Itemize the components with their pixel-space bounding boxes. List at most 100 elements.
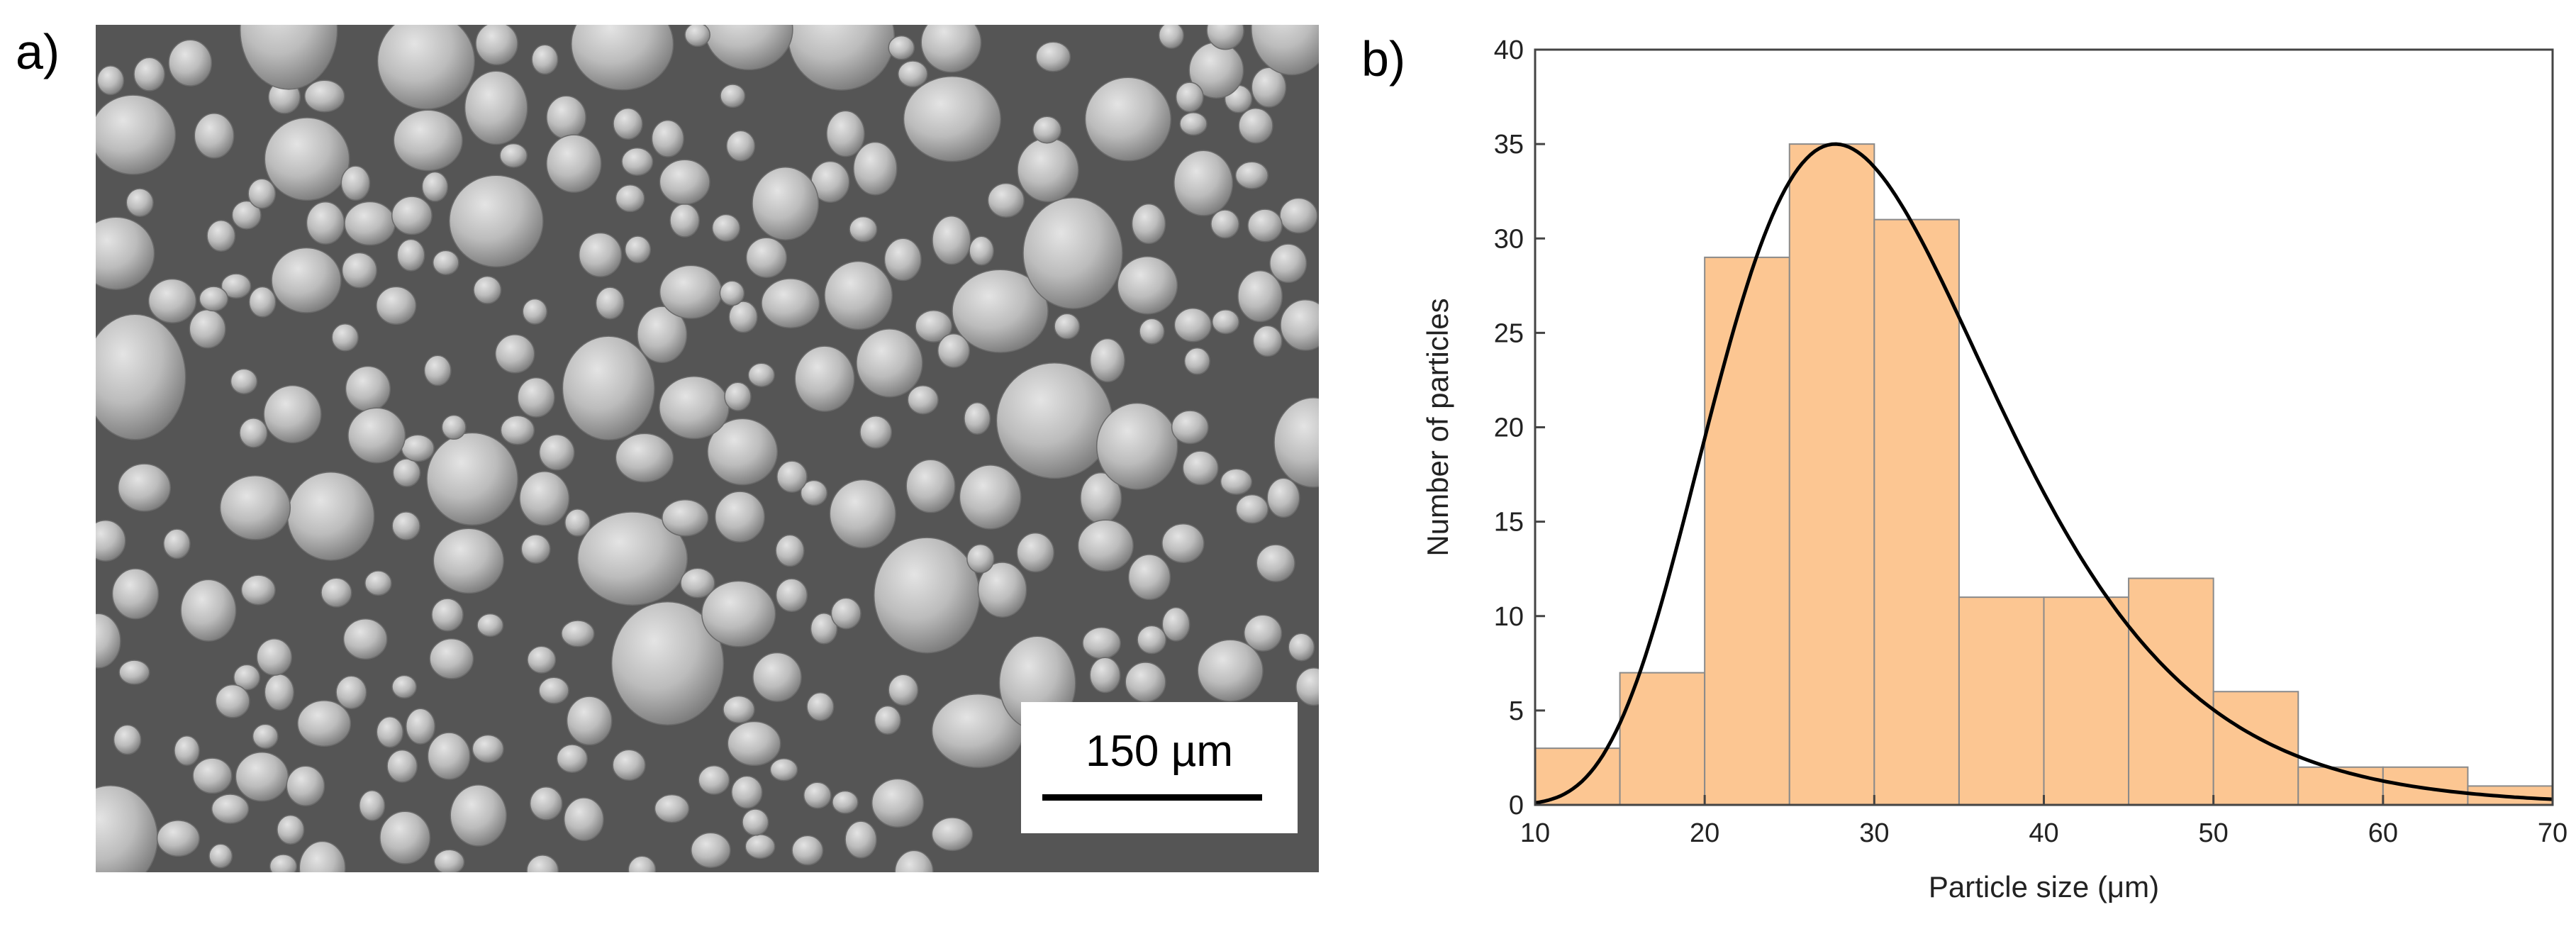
- powder-particle: [769, 758, 798, 781]
- powder-particle: [871, 778, 925, 828]
- powder-particle: [341, 252, 377, 289]
- powder-particle: [527, 645, 557, 674]
- powder-particle: [335, 675, 367, 709]
- powder-particle: [742, 808, 769, 836]
- powder-particle: [711, 213, 741, 242]
- powder-particle: [1247, 208, 1283, 243]
- x-tick-label: 70: [2538, 818, 2567, 848]
- powder-particle: [561, 620, 595, 647]
- histogram-bar-20-25: [1704, 256, 1790, 806]
- x-tick-label: 20: [1690, 818, 1719, 848]
- powder-particle: [180, 579, 237, 642]
- powder-particle: [299, 840, 346, 872]
- powder-particle: [500, 415, 535, 445]
- powder-particle: [1251, 25, 1319, 76]
- sem-micrograph: 150 µm: [96, 25, 1319, 872]
- powder-particle: [915, 309, 953, 343]
- powder-particle: [441, 414, 467, 440]
- powder-particle: [873, 537, 981, 654]
- powder-particle: [1238, 107, 1273, 144]
- y-tick-label: 40: [1494, 35, 1524, 65]
- powder-particle: [192, 757, 233, 794]
- y-tick-label: 25: [1494, 318, 1524, 348]
- powder-particle: [391, 674, 417, 699]
- powder-particle: [578, 232, 623, 277]
- powder-particle: [519, 471, 570, 526]
- powder-particle: [1266, 477, 1300, 518]
- powder-particle: [235, 752, 289, 802]
- powder-particle: [1171, 410, 1209, 445]
- histogram-bar-25-30: [1788, 143, 1875, 806]
- powder-particle: [932, 216, 971, 265]
- powder-particle: [720, 84, 746, 109]
- powder-particle: [256, 638, 293, 676]
- scale-bar-box: [1021, 702, 1298, 833]
- powder-particle: [1125, 662, 1166, 703]
- powder-particle: [391, 511, 420, 541]
- powder-particle: [628, 855, 657, 872]
- x-axis-label: Particle size (μm): [1929, 870, 2159, 903]
- powder-particle: [566, 696, 613, 746]
- powder-particle: [832, 790, 859, 814]
- powder-particle: [937, 333, 971, 368]
- scale-bar-label: 150 µm: [1086, 727, 1233, 776]
- powder-particle: [920, 25, 982, 73]
- powder-particle: [707, 418, 779, 486]
- y-axis-label: Number of particles: [1421, 298, 1454, 556]
- powder-particle: [824, 260, 893, 330]
- powder-particle: [800, 479, 828, 506]
- histogram-bar-55-60: [2297, 766, 2384, 806]
- powder-particle: [996, 362, 1113, 479]
- powder-particle: [1016, 532, 1055, 573]
- powder-particle: [562, 335, 655, 441]
- powder-particle: [1197, 639, 1264, 702]
- powder-particle: [853, 141, 898, 196]
- powder-particle: [529, 786, 563, 820]
- powder-particle: [239, 25, 338, 90]
- powder-particle: [359, 790, 386, 821]
- powder-particle: [520, 534, 551, 564]
- powder-particle: [1089, 338, 1125, 383]
- powder-particle: [791, 835, 824, 866]
- powder-particle: [1137, 625, 1167, 655]
- histogram-bar-35-40: [1958, 596, 2045, 806]
- powder-particle: [231, 200, 262, 230]
- powder-particle: [1131, 203, 1166, 245]
- particle-size-histogram: 10 20 30 40 50 60 70 0 5 10 15 20 25 30 35 40 Particle …: [1421, 35, 2567, 903]
- powder-particle: [1210, 209, 1240, 239]
- powder-particle: [810, 613, 838, 645]
- powder-particle: [775, 578, 808, 613]
- powder-particle: [126, 188, 154, 217]
- powder-particle: [96, 613, 121, 669]
- powder-particle: [117, 463, 172, 512]
- powder-particle: [987, 182, 1025, 218]
- powder-particle: [659, 265, 723, 319]
- powder-particle: [610, 601, 725, 725]
- powder-particle: [662, 499, 709, 537]
- powder-particle: [952, 269, 1049, 353]
- powder-particle: [724, 382, 752, 411]
- powder-particle: [96, 94, 177, 175]
- fit-curve: [1534, 142, 2553, 805]
- powder-particle: [342, 618, 388, 660]
- powder-particle: [826, 110, 865, 157]
- powder-particle: [421, 171, 449, 202]
- histogram-bar-40-45: [2043, 596, 2130, 806]
- powder-particle: [264, 117, 350, 201]
- powder-particle: [464, 70, 528, 145]
- powder-particle: [775, 534, 805, 567]
- powder-particle: [615, 433, 674, 483]
- powder-particle: [431, 598, 464, 632]
- powder-particle: [396, 238, 425, 272]
- x-tick-label: 10: [1520, 818, 1550, 848]
- powder-particle: [277, 814, 305, 845]
- powder-particle: [1237, 269, 1283, 323]
- powder-particle: [747, 362, 775, 387]
- powder-particle: [964, 402, 991, 435]
- powder-particle: [423, 355, 452, 386]
- powder-particle: [874, 705, 901, 735]
- powder-particle: [147, 278, 197, 323]
- powder-particle: [448, 174, 544, 267]
- powder-particle: [621, 147, 654, 176]
- powder-particle: [1035, 41, 1071, 72]
